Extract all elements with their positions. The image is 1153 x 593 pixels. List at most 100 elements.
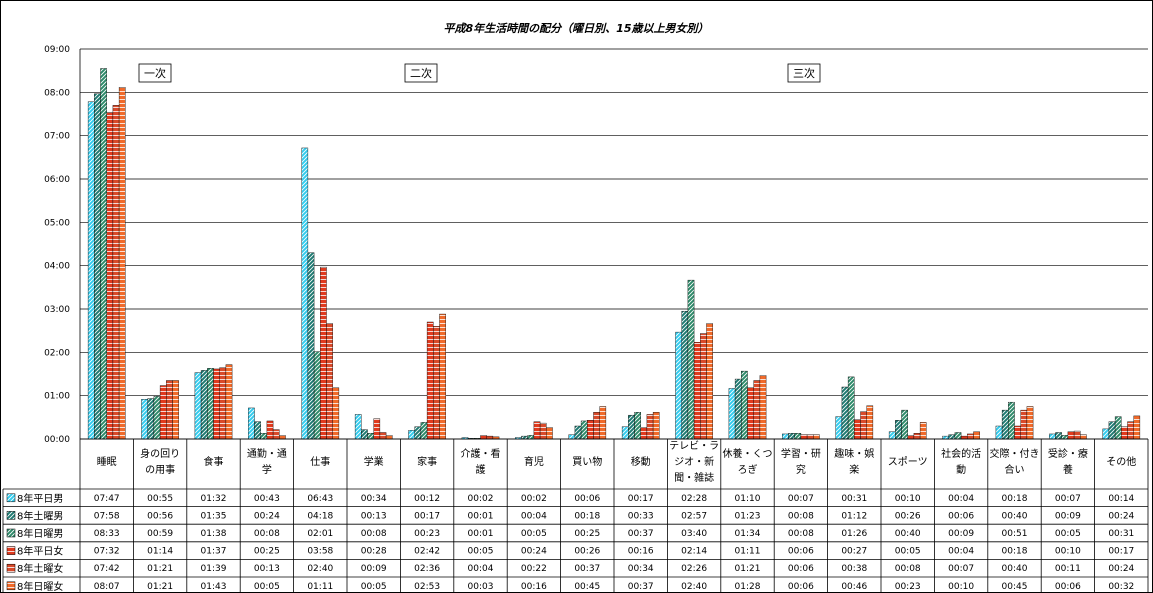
table-cell: 00:24 xyxy=(254,511,280,521)
bar-series xyxy=(87,68,1141,440)
bar-8年土曜男-10 xyxy=(628,414,635,440)
y-tick-label: 00:00 xyxy=(44,435,70,445)
table-cell: 00:04 xyxy=(521,511,547,521)
bar-8年平日男-10 xyxy=(621,426,629,440)
band-label: 三次 xyxy=(787,63,821,83)
bar-8年土曜女-8 xyxy=(539,422,547,440)
bar-8年平日男-5 xyxy=(354,414,362,440)
y-tick-label: 08:00 xyxy=(44,88,70,98)
y-tick-label: 04:00 xyxy=(44,262,70,272)
table-cell: 00:34 xyxy=(361,494,387,504)
y-tick-label: 03:00 xyxy=(44,305,70,315)
category-label: 学習・研 xyxy=(781,447,821,460)
bar-8年土曜男-4 xyxy=(307,252,315,440)
category-label: 買い物 xyxy=(572,455,602,468)
table-cell: 07:58 xyxy=(94,511,120,521)
bar-8年平日男-18 xyxy=(1049,433,1056,440)
band-labels: 一次 二次 三次 xyxy=(138,63,821,83)
bar-8年平日男-0 xyxy=(87,101,95,440)
table-cell: 00:08 xyxy=(254,529,280,539)
table-cell: 00:33 xyxy=(628,511,654,521)
category-label: テレビ・ラ xyxy=(669,440,719,452)
bar-8年平日男-19 xyxy=(1102,428,1110,440)
bar-8年土曜男-1 xyxy=(147,398,155,440)
bar-8年平日男-17 xyxy=(995,425,1003,440)
bar-8年日曜女-5 xyxy=(385,435,393,440)
table-cell: 00:02 xyxy=(468,494,494,504)
category-label: 通勤・通 xyxy=(247,447,287,460)
table-cell: 00:37 xyxy=(628,529,654,539)
table-cell: 02:57 xyxy=(681,511,707,521)
table-cell: 00:08 xyxy=(361,529,387,539)
category-label: ろぎ xyxy=(738,463,758,476)
table-cell: 00:38 xyxy=(841,564,867,574)
table-cell: 00:56 xyxy=(147,511,173,521)
table-cell: 02:01 xyxy=(307,529,333,539)
bar-8年日曜女-4 xyxy=(332,387,340,440)
category-label: 仕事 xyxy=(310,455,330,468)
bar-8年平日女-8 xyxy=(533,421,541,440)
category-label: 学業 xyxy=(364,455,384,468)
bar-8年土曜女-10 xyxy=(646,414,654,440)
bar-8年平日女-17 xyxy=(1014,425,1021,440)
bar-8年日曜男-3 xyxy=(260,433,268,440)
bar-8年土曜男-5 xyxy=(361,429,368,440)
table-cell: 00:06 xyxy=(1055,582,1081,592)
table-cell: 00:10 xyxy=(948,582,974,592)
table-cell: 00:14 xyxy=(1108,494,1134,504)
table-cell: 01:11 xyxy=(307,582,333,592)
table-cell: 00:08 xyxy=(788,511,814,521)
bar-8年日曜男-8 xyxy=(527,435,535,440)
table-cell: 00:23 xyxy=(895,582,921,592)
table-cell: 00:24 xyxy=(1108,511,1134,521)
y-tick-label: 05:00 xyxy=(44,218,70,228)
table-cell: 00:40 xyxy=(1002,564,1028,574)
table-cell: 01:21 xyxy=(147,564,173,574)
table-cell: 00:07 xyxy=(788,494,814,504)
y-tick-label: 02:00 xyxy=(44,348,70,358)
bar-8年日曜男-18 xyxy=(1061,435,1069,440)
bar-8年平日女-13 xyxy=(800,434,808,440)
bar-8年平日男-12 xyxy=(728,388,736,440)
bar-8年日曜女-3 xyxy=(279,435,286,440)
bar-8年日曜男-4 xyxy=(313,351,321,440)
table-cell: 00:10 xyxy=(895,494,921,504)
bar-8年土曜女-19 xyxy=(1127,421,1134,440)
bar-8年平日男-6 xyxy=(408,430,415,440)
table-cell: 04:18 xyxy=(307,511,333,521)
table-cell: 00:09 xyxy=(1055,511,1081,521)
table-cell: 02:28 xyxy=(681,494,707,504)
table-cell: 00:07 xyxy=(948,564,974,574)
y-tick-label: 06:00 xyxy=(44,175,70,185)
table-cell: 01:34 xyxy=(735,529,761,539)
table-cell: 00:40 xyxy=(895,529,921,539)
table-cell: 00:32 xyxy=(1108,582,1134,592)
y-tick-label: 07:00 xyxy=(44,132,70,142)
bar-8年日曜女-0 xyxy=(118,87,126,440)
legend-swatch xyxy=(6,493,16,503)
legend-swatch xyxy=(6,581,16,591)
bar-8年土曜男-8 xyxy=(521,435,528,440)
table-cell: 00:04 xyxy=(948,494,974,504)
bar-8年土曜女-16 xyxy=(967,433,974,440)
table-cell: 00:08 xyxy=(788,529,814,539)
table-cell: 00:06 xyxy=(788,564,814,574)
category-label: 護 xyxy=(476,463,486,476)
table-cell: 00:05 xyxy=(1055,529,1081,539)
bar-8年土曜男-15 xyxy=(895,420,902,440)
table-cell: 00:40 xyxy=(1002,511,1028,521)
table-cell: 00:17 xyxy=(628,494,654,504)
table-cell: 06:43 xyxy=(307,494,333,504)
table-cell: 00:03 xyxy=(468,582,494,592)
table-cell: 00:06 xyxy=(788,582,814,592)
table-cell: 01:28 xyxy=(735,582,761,592)
table-cell: 00:05 xyxy=(468,547,494,557)
table-cell: 03:58 xyxy=(307,547,333,557)
table-cell: 00:28 xyxy=(361,547,387,557)
bar-8年土曜男-6 xyxy=(414,426,422,440)
chart-title: 平成8年生活時間の配分（曜日別、15歳以上男女別） xyxy=(444,22,709,35)
table-cell: 00:18 xyxy=(1002,547,1028,557)
category-label: 合い xyxy=(1005,463,1025,476)
bar-8年土曜男-12 xyxy=(734,378,742,440)
